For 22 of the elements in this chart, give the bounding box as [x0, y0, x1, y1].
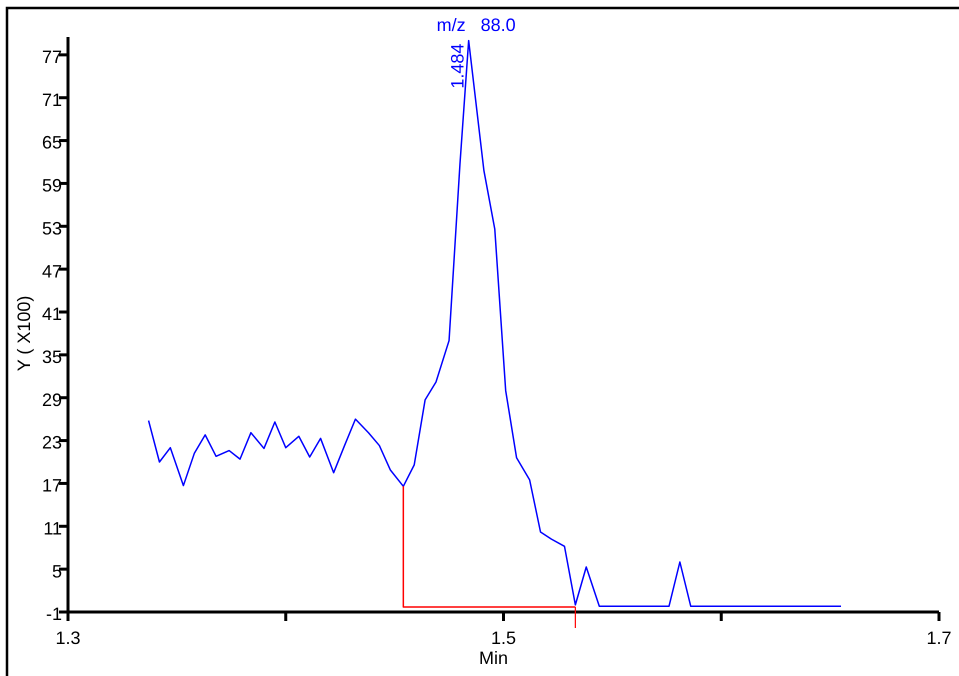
y-axis-title: Y ( X100) [14, 296, 34, 372]
text: m/z 88.0 [436, 15, 516, 35]
line-series [148, 40, 842, 608]
y-tick-label: 5 [52, 561, 62, 582]
y-tick-label: 59 [42, 176, 62, 196]
y-tick-label: 17 [42, 476, 62, 496]
x-tick-label: 1.3 [55, 628, 81, 648]
y-tick-label: 35 [42, 346, 62, 367]
y-tick-label: 47 [42, 261, 62, 282]
y-tick-label: 65 [42, 132, 62, 153]
y-tick-label: 23 [42, 432, 62, 453]
y-tick-label: 29 [42, 390, 62, 410]
y-tick-label: 53 [42, 218, 62, 238]
y-tick-label: 71 [42, 90, 62, 110]
y-tick-label: 41 [42, 304, 62, 324]
x-tick-label: 1.5 [490, 628, 516, 648]
x-axis-title: Min [478, 648, 508, 668]
y-tick-label: 11 [43, 518, 62, 538]
x-tick-label: 1.7 [926, 628, 952, 648]
y-tick-label: 77 [42, 46, 62, 67]
y-tick-label: -1 [46, 604, 62, 624]
annotation: 1.484 [448, 44, 468, 89]
